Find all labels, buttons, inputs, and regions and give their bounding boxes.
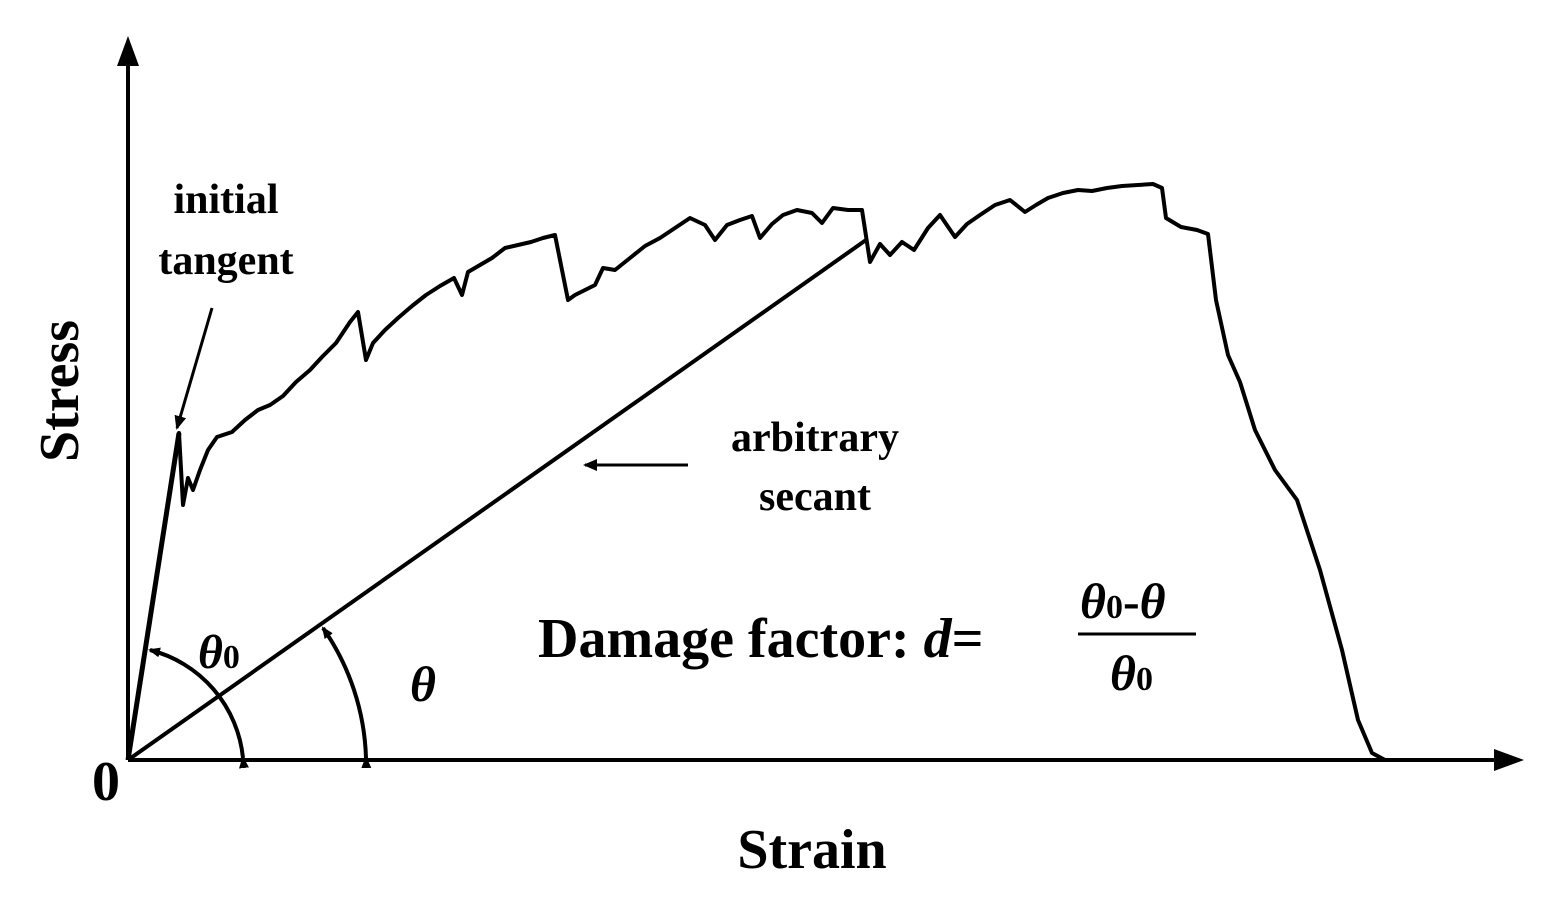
arbitrary-secant-label-line2: secant	[759, 474, 871, 520]
numerator-theta0: θ	[1080, 573, 1106, 629]
x-axis-title: Strain	[737, 819, 886, 881]
formula-denominator: θ0	[1110, 645, 1153, 701]
formula-prefix: Damage factor:	[538, 608, 924, 670]
denominator-theta0: θ	[1110, 645, 1136, 701]
numerator-subscript: 0	[1106, 589, 1123, 626]
numerator-minus: -	[1123, 573, 1140, 629]
x-axis-arrowhead	[1494, 749, 1524, 771]
y-axis-arrowhead	[117, 36, 139, 66]
numerator-theta: θ	[1140, 573, 1166, 629]
theta-label: θ	[410, 656, 436, 712]
theta0-arc	[148, 647, 249, 769]
origin-label: 0	[92, 751, 120, 813]
theta-arc	[321, 626, 372, 769]
damage-factor-formula: Damage factor: d=	[538, 608, 984, 670]
initial-tangent-label-line2: tangent	[158, 238, 293, 284]
theta0-label: θ0	[198, 626, 240, 679]
formula-numerator: θ0-θ	[1080, 573, 1166, 629]
formula-variable: d	[924, 608, 953, 670]
arbitrary-secant-line	[126, 238, 868, 762]
initial-tangent-pointer-arrow	[174, 307, 214, 430]
theta0-subscript: 0	[223, 639, 240, 676]
initial-tangent-label-line1: initial	[173, 177, 278, 223]
stress-strain-curve	[126, 182, 1400, 762]
denominator-subscript: 0	[1136, 661, 1153, 698]
formula-equals: =	[952, 608, 984, 670]
theta0-symbol: θ	[198, 626, 223, 679]
y-axis-title: Stress	[29, 320, 91, 462]
arbitrary-secant-label-line1: arbitrary	[731, 415, 899, 461]
